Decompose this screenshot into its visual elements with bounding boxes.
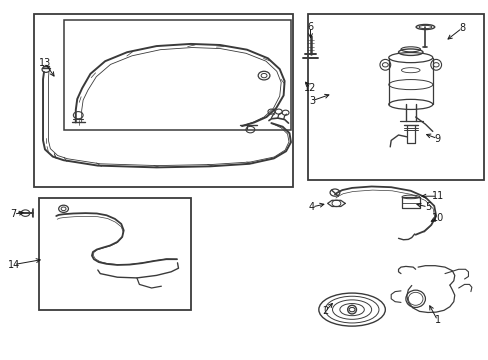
Text: 7: 7 [11, 209, 17, 219]
Text: 11: 11 [430, 191, 443, 201]
Circle shape [348, 307, 354, 312]
Text: 8: 8 [458, 23, 464, 33]
Text: 13: 13 [39, 58, 51, 68]
Text: 1: 1 [434, 315, 440, 325]
Bar [34, 14, 293, 187]
Text: 10: 10 [430, 213, 443, 223]
Bar [39, 198, 190, 310]
Text: 12: 12 [304, 83, 316, 93]
Text: 4: 4 [308, 202, 314, 212]
Bar [307, 14, 483, 180]
Text: 6: 6 [307, 22, 313, 32]
Ellipse shape [347, 305, 356, 314]
Text: 14: 14 [7, 260, 20, 270]
Text: 2: 2 [322, 306, 327, 316]
Text: 3: 3 [308, 96, 314, 106]
Text: 9: 9 [434, 134, 440, 144]
Bar [63, 20, 290, 130]
Text: 5: 5 [424, 202, 430, 212]
